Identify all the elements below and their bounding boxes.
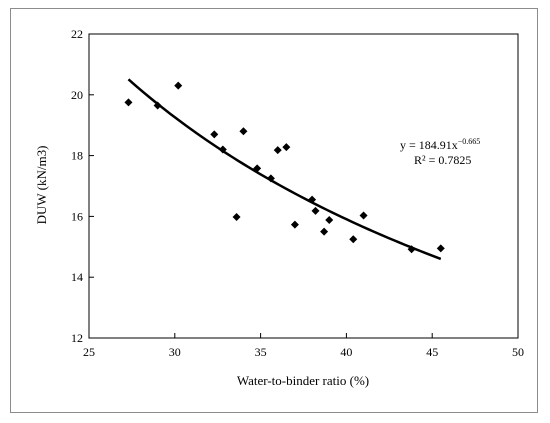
data-point bbox=[325, 216, 334, 225]
chart-frame bbox=[10, 8, 538, 413]
y-tick-label: 22 bbox=[71, 27, 83, 41]
trendline-equation: y = 184.91x−0.665 bbox=[400, 137, 480, 152]
data-point bbox=[210, 130, 219, 139]
data-point bbox=[308, 195, 317, 204]
data-point bbox=[359, 211, 368, 220]
x-tick-label: 35 bbox=[255, 345, 267, 359]
data-point bbox=[320, 227, 329, 236]
y-tick-label: 16 bbox=[71, 209, 83, 223]
data-point bbox=[266, 174, 275, 183]
data-point bbox=[232, 213, 241, 222]
x-tick-label: 45 bbox=[426, 345, 438, 359]
r-squared-label: R² = 0.7825 bbox=[414, 153, 471, 167]
y-axis-ticks: 12 14 16 18 20 22 bbox=[71, 27, 94, 345]
plot-area bbox=[88, 33, 519, 339]
data-points bbox=[124, 81, 445, 254]
power-trendline bbox=[127, 78, 442, 261]
y-tick-label: 18 bbox=[71, 149, 83, 163]
x-axis-title: Water-to-binder ratio (%) bbox=[237, 373, 369, 388]
x-tick-label: 25 bbox=[83, 345, 95, 359]
data-point bbox=[311, 206, 320, 215]
data-point bbox=[349, 235, 358, 244]
data-point bbox=[282, 143, 291, 152]
x-axis-ticks: 25 30 35 40 45 50 bbox=[83, 333, 524, 359]
x-tick-label: 40 bbox=[340, 345, 352, 359]
plot-border bbox=[88, 33, 519, 339]
y-tick-label: 12 bbox=[71, 331, 83, 345]
data-point bbox=[290, 220, 299, 229]
y-tick-label: 14 bbox=[71, 270, 83, 284]
x-tick-label: 50 bbox=[512, 345, 524, 359]
data-point bbox=[153, 101, 162, 110]
data-point bbox=[124, 98, 133, 107]
y-tick-label: 20 bbox=[71, 88, 83, 102]
data-point bbox=[239, 127, 248, 136]
y-axis-title: DUW (kN/m3) bbox=[34, 146, 49, 225]
data-point bbox=[273, 146, 282, 155]
data-point bbox=[407, 245, 416, 254]
data-point bbox=[174, 81, 183, 90]
data-point bbox=[218, 145, 227, 154]
x-tick-label: 30 bbox=[169, 345, 181, 359]
data-point bbox=[253, 164, 262, 173]
data-point bbox=[436, 244, 445, 253]
